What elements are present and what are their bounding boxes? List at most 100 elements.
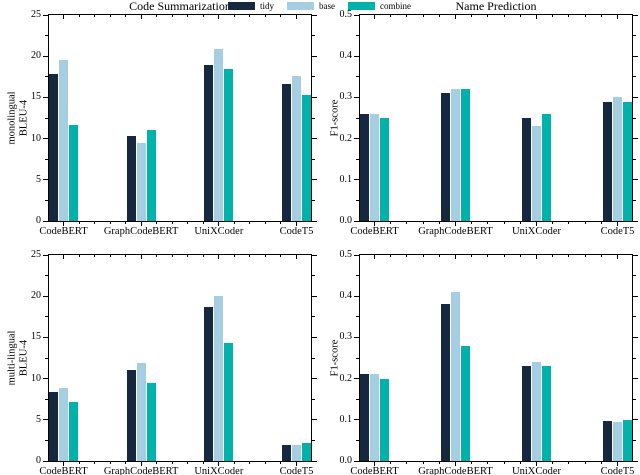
bar-tidy-CodeBERT: [49, 73, 58, 221]
y-minor-tick: [356, 158, 359, 160]
x-minor-tick: [187, 255, 189, 257]
x-tick-label: GraphCodeBERT: [103, 226, 179, 237]
x-tick-label: UniXCoder: [512, 466, 561, 475]
x-major-tick: [455, 222, 456, 226]
x-minor-tick: [390, 222, 392, 224]
y-minor-tick: [633, 398, 636, 400]
column-title-code-summarization: Code Summarization: [129, 0, 231, 13]
x-minor-tick: [471, 255, 473, 257]
bar-tidy-CodeBERT: [360, 113, 369, 221]
y-tick-label: 0.0: [339, 215, 353, 226]
x-minor-tick: [187, 222, 189, 224]
bar-base-CodeT5: [613, 421, 622, 461]
x-minor-tick: [78, 255, 80, 257]
x-minor-tick: [390, 255, 392, 257]
y-tick-label: 0.5: [339, 9, 353, 20]
y-tick-label: 0: [36, 455, 41, 466]
x-minor-tick: [156, 15, 158, 17]
x-major-tick: [536, 255, 537, 259]
y-minor-tick: [312, 76, 315, 78]
y-minor-tick: [356, 117, 359, 119]
x-tick-label: GraphCodeBERT: [418, 226, 493, 237]
y-minor-tick: [633, 35, 636, 37]
x-minor-tick: [406, 222, 408, 224]
y-tick-label: 0.3: [339, 331, 353, 343]
bar-base-GraphCodeBERT: [451, 292, 460, 461]
x-minor-tick: [568, 222, 570, 224]
y-major-tick: [633, 254, 638, 256]
bar-tidy-CodeT5: [282, 84, 291, 221]
x-minor-tick: [406, 15, 408, 17]
y-tick-label: 0.3: [339, 91, 353, 103]
bar-base-CodeBERT: [59, 387, 68, 461]
x-minor-tick: [487, 255, 489, 257]
y-axis-label: F1-score: [329, 99, 341, 137]
bar-base-CodeBERT: [59, 60, 68, 221]
x-major-tick: [63, 222, 64, 226]
x-minor-tick: [438, 255, 440, 257]
y-minor-tick: [45, 117, 48, 119]
y-major-tick: [312, 254, 317, 256]
y-major-tick: [312, 55, 317, 57]
bar-combine-UniXCoder: [542, 113, 551, 221]
y-minor-tick: [633, 439, 636, 441]
y-tick-label: 0.0: [339, 455, 353, 466]
x-minor-tick: [249, 222, 251, 224]
x-tick-label: CodeT5: [279, 226, 314, 237]
y-major-tick: [633, 336, 638, 338]
y-tick-label: 0.4: [339, 50, 353, 62]
x-major-tick: [536, 222, 537, 226]
x-minor-tick: [471, 15, 473, 17]
x-tick-label: CodeBERT: [39, 226, 88, 237]
x-minor-tick: [519, 15, 521, 17]
y-minor-tick: [633, 76, 636, 78]
y-major-tick: [354, 295, 359, 297]
bar-base-CodeT5: [292, 445, 301, 461]
y-major-tick: [633, 138, 638, 140]
x-major-tick: [617, 222, 618, 226]
x-major-tick: [63, 255, 64, 259]
bar-tidy-GraphCodeBERT: [126, 136, 136, 221]
y-tick-label: 0.2: [339, 132, 353, 144]
y-major-tick: [312, 378, 317, 380]
x-minor-tick: [78, 462, 80, 464]
x-tick-label: CodeBERT: [39, 466, 88, 475]
x-minor-tick: [503, 15, 505, 17]
y-minor-tick: [45, 275, 48, 277]
x-tick-label: GraphCodeBERT: [103, 466, 179, 475]
y-minor-tick: [356, 199, 359, 201]
x-major-tick: [296, 15, 297, 19]
x-tick-label: CodeT5: [600, 466, 635, 475]
x-minor-tick: [438, 462, 440, 464]
x-minor-tick: [109, 15, 111, 17]
x-minor-tick: [94, 462, 96, 464]
bar-tidy-CodeT5: [282, 444, 291, 461]
bar-combine-CodeT5: [623, 419, 632, 461]
x-minor-tick: [109, 462, 111, 464]
x-minor-tick: [233, 15, 235, 17]
bar-tidy-GraphCodeBERT: [441, 93, 450, 221]
x-minor-tick: [233, 222, 235, 224]
x-minor-tick: [156, 462, 158, 464]
y-tick-label: 0.1: [339, 413, 353, 425]
y-tick-label: 10: [31, 132, 41, 144]
bar-tidy-UniXCoder: [522, 366, 531, 461]
x-major-tick: [218, 255, 220, 259]
x-minor-tick: [171, 15, 173, 17]
y-minor-tick: [45, 158, 48, 160]
x-minor-tick: [552, 222, 554, 224]
x-major-tick: [140, 255, 142, 259]
y-major-tick: [312, 419, 317, 421]
y-minor-tick: [356, 76, 359, 78]
y-major-tick: [354, 55, 359, 57]
y-major-tick: [633, 96, 638, 98]
y-minor-tick: [633, 117, 636, 119]
y-major-tick: [633, 14, 638, 16]
x-minor-tick: [438, 222, 440, 224]
y-major-tick: [312, 14, 317, 16]
bar-combine-GraphCodeBERT: [146, 382, 156, 461]
x-minor-tick: [171, 222, 173, 224]
x-minor-tick: [552, 15, 554, 17]
bar-combine-UniXCoder: [542, 366, 551, 461]
